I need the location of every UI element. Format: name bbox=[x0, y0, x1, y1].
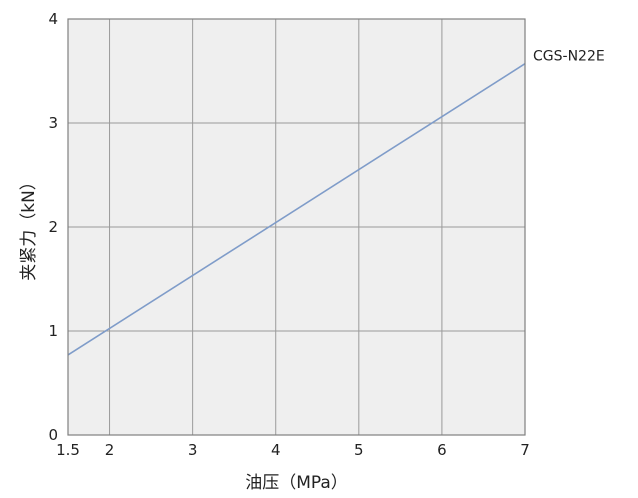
x-tick-label: 4 bbox=[271, 441, 281, 459]
series-labels: CGS-N22E bbox=[533, 49, 605, 65]
x-tick-label: 5 bbox=[354, 441, 364, 459]
x-tick-labels: 1.5 2 3 4 5 6 7 bbox=[56, 441, 530, 459]
x-tick-label: 1.5 bbox=[56, 441, 80, 459]
y-axis-title: 夹紧力（kN） bbox=[19, 173, 39, 281]
x-tick-label: 3 bbox=[188, 441, 198, 459]
x-tick-label: 6 bbox=[437, 441, 447, 459]
series-label: CGS-N22E bbox=[533, 49, 605, 65]
grid bbox=[68, 19, 525, 435]
x-tick-label: 7 bbox=[520, 441, 530, 459]
x-tick-label: 2 bbox=[105, 441, 115, 459]
series-line bbox=[67, 63, 526, 356]
series-lines bbox=[67, 63, 526, 356]
y-tick-label: 0 bbox=[48, 426, 58, 444]
y-tick-label: 2 bbox=[48, 218, 58, 236]
y-tick-labels: 0 1 2 3 4 bbox=[48, 10, 58, 444]
y-tick-label: 3 bbox=[48, 114, 58, 132]
y-tick-label: 1 bbox=[48, 322, 58, 340]
y-tick-label: 4 bbox=[48, 10, 58, 28]
plot-frame bbox=[67, 18, 526, 436]
x-axis-title: 油压（MPa） bbox=[245, 473, 348, 493]
